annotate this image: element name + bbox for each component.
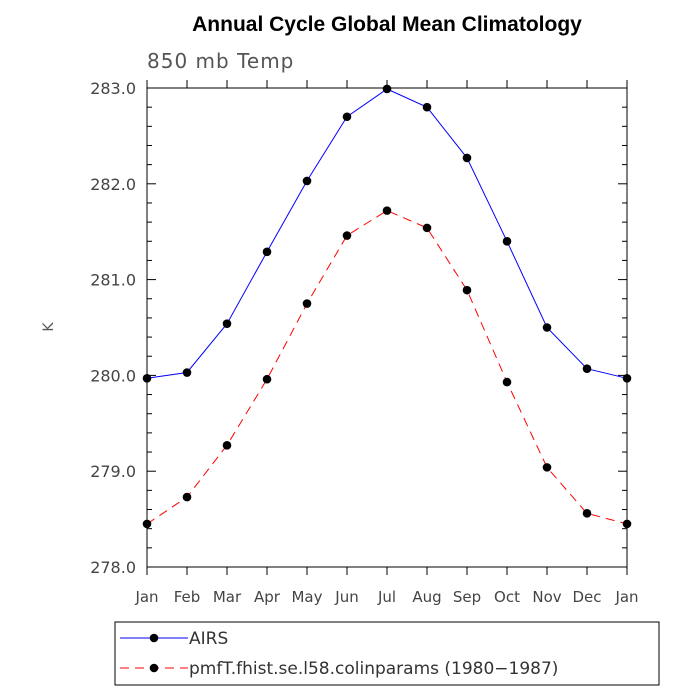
legend-box — [114, 621, 660, 686]
x-tick-label: Nov — [532, 588, 561, 606]
y-tick-label: 282.0 — [90, 175, 136, 194]
series-1-point — [262, 247, 272, 257]
x-tick-label: Mar — [213, 588, 242, 606]
series-1-point — [142, 373, 152, 383]
y-axis-label: K — [41, 322, 57, 332]
series-1-point — [622, 373, 632, 383]
series-2-point — [262, 374, 272, 384]
y-tick-label: 280.0 — [90, 366, 136, 385]
y-tick-label: 281.0 — [90, 271, 136, 290]
series-2-point — [222, 441, 232, 450]
series-2-point — [382, 206, 392, 215]
plot-area: 278.0 279.0 280.0 281.0 282.0 283.0 Jan Feb Mar A… — [90, 79, 638, 606]
x-tick-label: Dec — [572, 588, 601, 606]
series-1-point — [462, 153, 472, 163]
x-tick-label: Jul — [377, 588, 396, 606]
x-tick-label: Aug — [412, 588, 441, 606]
series-2-point — [622, 519, 632, 529]
series-1-point — [302, 176, 312, 186]
series-2-point — [422, 223, 432, 233]
x-tick-label: Jan — [134, 588, 158, 606]
y-tick-label: 278.0 — [90, 558, 136, 577]
x-tick-label: Jun — [334, 588, 358, 606]
series-1-point — [542, 323, 552, 332]
x-tick-label: Oct — [494, 588, 520, 606]
chart-subtitle: 850 mb Temp — [147, 49, 294, 73]
legend: AIRS pmfT.fhist.se.l58.colinparams (1980−… — [114, 621, 660, 686]
x-tick-label: Apr — [254, 588, 281, 606]
x-tick-label: Sep — [453, 588, 481, 606]
series-2-point — [582, 509, 592, 518]
series-2-point — [502, 377, 512, 387]
series-1-point — [182, 368, 192, 377]
series-1-point — [222, 319, 232, 328]
x-tick-label: Feb — [174, 588, 201, 606]
x-tick-label: Jan — [614, 588, 638, 606]
series-2-point — [142, 519, 152, 529]
series-1-point — [382, 84, 392, 94]
y-tick-label: 279.0 — [90, 462, 136, 481]
series-line-2 — [146, 210, 628, 525]
series-1-point — [342, 112, 352, 122]
series-1-point — [422, 102, 432, 112]
legend-marker-1 — [149, 633, 159, 643]
legend-marker-2 — [149, 663, 159, 673]
series-1-point — [582, 364, 592, 373]
series-2-point — [342, 231, 352, 240]
chart-title: Annual Cycle Global Mean Climatology — [192, 13, 582, 36]
legend-label-2: pmfT.fhist.se.l58.colinparams (1980−1987… — [189, 659, 558, 679]
plot-frame — [146, 87, 628, 568]
series-2-point — [182, 492, 192, 502]
legend-label-1: AIRS — [189, 629, 228, 649]
series-line-1 — [146, 88, 628, 379]
y-tick-label: 283.0 — [90, 79, 136, 98]
series-1-point — [502, 236, 512, 246]
x-tick-label: May — [291, 588, 322, 606]
series-2-point — [302, 299, 312, 308]
series-2-point — [462, 285, 472, 295]
series-2-point — [542, 463, 552, 472]
